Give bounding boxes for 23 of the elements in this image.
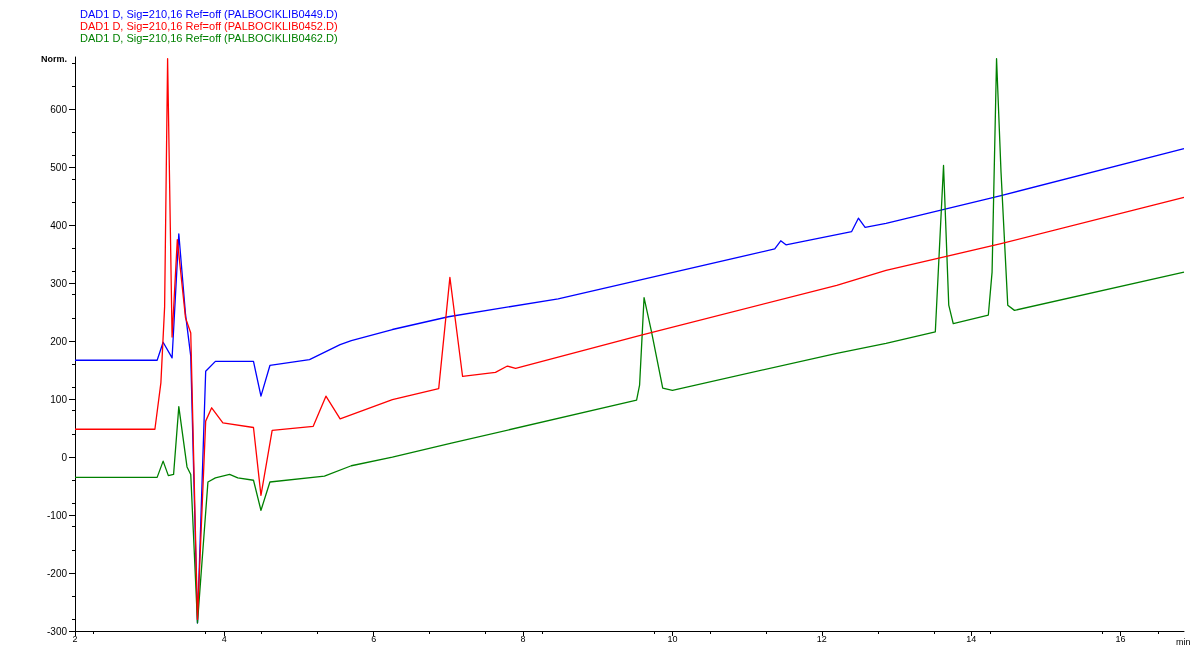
x-tick-label: 14 [966,633,977,644]
x-axis-title: min [1176,636,1191,646]
x-tick-label: 2 [72,633,78,644]
x-tick-label: 4 [221,633,227,644]
y-tick-label: 100 [50,393,68,405]
y-tick-label: 500 [50,161,68,173]
y-tick-label: -300 [46,625,68,637]
y-tick-label: 400 [50,219,68,231]
x-tick-label: 16 [1115,633,1126,644]
x-tick-label: 10 [667,633,678,644]
x-tick-label: 8 [520,633,526,644]
x-tick-label: 12 [816,633,827,644]
text: DAD1 D, Sig=210,16 Ref=off (PALBOCIKLIB0462.D) [80,31,338,44]
text: DAD1 D, Sig=210,16 Ref=off (PALBOCIKLIB0452.D) [80,19,338,32]
y-axis-title: Norm. [40,53,67,64]
x-tick-label: 6 [371,633,377,644]
y-tick-label: -100 [46,509,68,521]
y-tick-label: 200 [50,335,68,347]
y-tick-label: 0 [61,451,68,463]
y-tick-label: -200 [46,567,68,579]
y-tick-label: 300 [50,277,68,289]
text: DAD1 D, Sig=210,16 Ref=off (PALBOCIKLIB0449.D) [80,7,338,20]
y-tick-label: 600 [50,103,68,115]
